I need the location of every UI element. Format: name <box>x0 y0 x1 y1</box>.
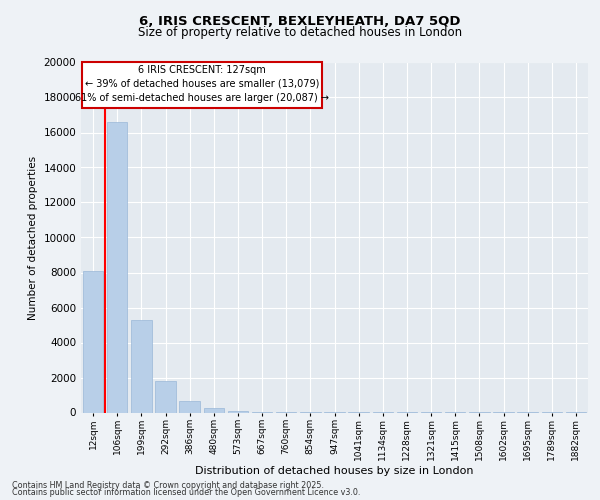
Text: 6, IRIS CRESCENT, BEXLEYHEATH, DA7 5QD: 6, IRIS CRESCENT, BEXLEYHEATH, DA7 5QD <box>139 15 461 28</box>
X-axis label: Distribution of detached houses by size in London: Distribution of detached houses by size … <box>195 466 474 475</box>
Text: 61% of semi-detached houses are larger (20,087) →: 61% of semi-detached houses are larger (… <box>76 93 329 103</box>
Bar <box>107 122 127 412</box>
Text: Contains public sector information licensed under the Open Government Licence v3: Contains public sector information licen… <box>12 488 361 497</box>
Text: 6 IRIS CRESCENT: 127sqm: 6 IRIS CRESCENT: 127sqm <box>139 64 266 74</box>
Bar <box>155 381 176 412</box>
Bar <box>131 320 152 412</box>
Text: Size of property relative to detached houses in London: Size of property relative to detached ho… <box>138 26 462 39</box>
Text: ← 39% of detached houses are smaller (13,079): ← 39% of detached houses are smaller (13… <box>85 79 320 89</box>
Bar <box>179 401 200 412</box>
Bar <box>203 408 224 412</box>
Bar <box>83 271 103 412</box>
Bar <box>227 411 248 412</box>
Bar <box>82 62 322 108</box>
Y-axis label: Number of detached properties: Number of detached properties <box>28 156 38 320</box>
Text: Contains HM Land Registry data © Crown copyright and database right 2025.: Contains HM Land Registry data © Crown c… <box>12 481 324 490</box>
